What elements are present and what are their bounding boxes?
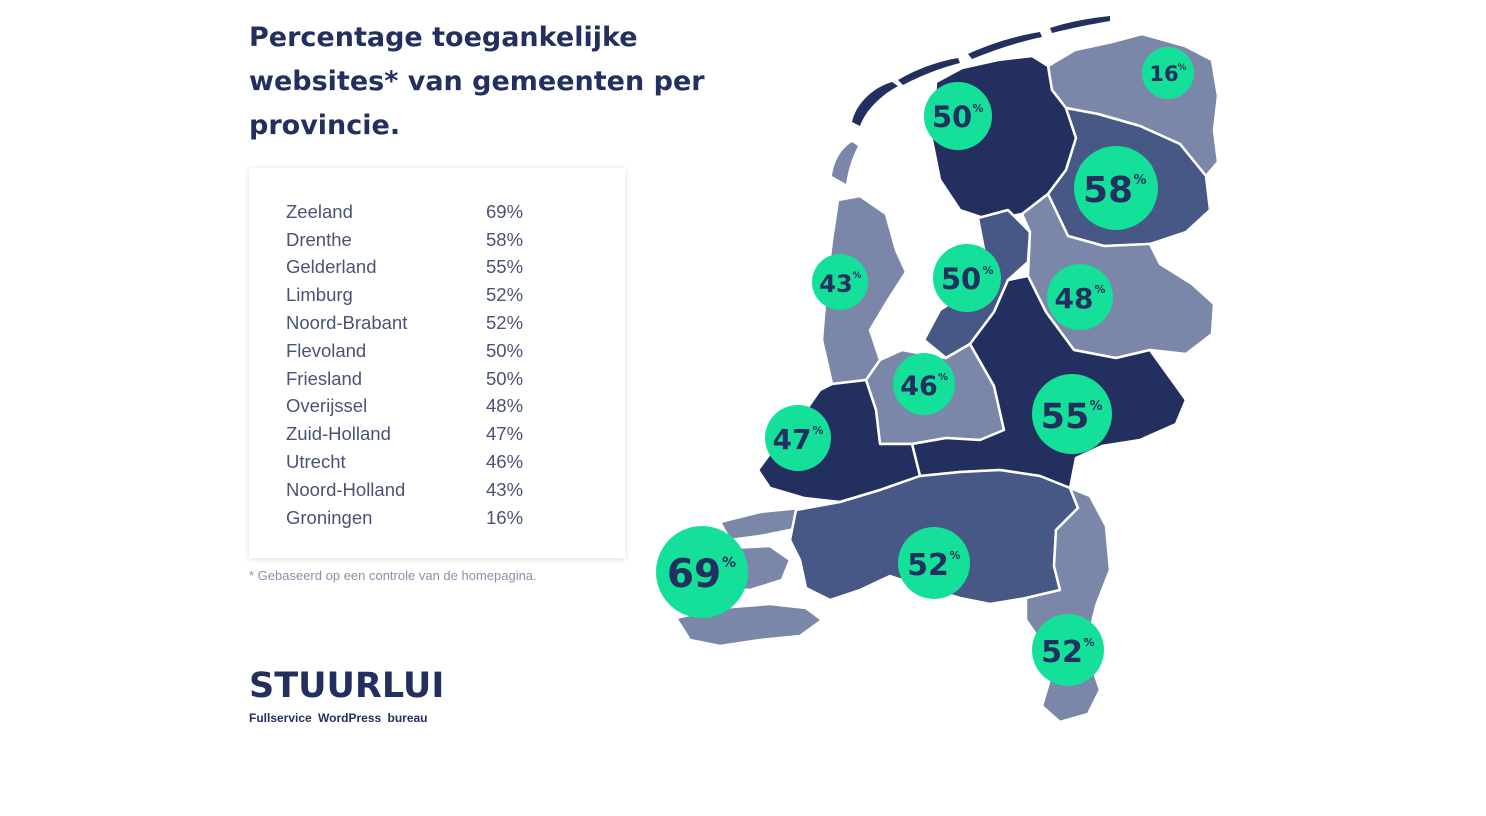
bubble-flevoland: 50 % xyxy=(933,244,1001,312)
bubble-value: 50 xyxy=(932,100,972,134)
wadden-island xyxy=(852,82,898,126)
table-row: Overijssel 48% xyxy=(286,393,546,421)
province-name: Zeeland xyxy=(286,200,353,222)
province-name: Gelderland xyxy=(286,256,377,278)
bubble-limburg: 52 % xyxy=(1032,614,1104,686)
logo-tagline: Fullservice WordPress bureau xyxy=(249,711,428,725)
bubble-utrecht: 46 % xyxy=(893,353,955,415)
bubble-unit: % xyxy=(938,372,948,383)
bubble-unit: % xyxy=(852,271,861,281)
ranking-table: Zeeland 69% Drenthe 58% Gelderland 55% Limb… xyxy=(249,168,625,558)
bubble-value: 50 xyxy=(941,262,981,296)
province-percentage: 43% xyxy=(486,478,524,500)
bubble-zeeland: 69 % xyxy=(656,526,748,618)
province-percentage: 50% xyxy=(486,339,524,361)
bubble-friesland: 50 % xyxy=(924,82,992,150)
bubble-value: 52 xyxy=(907,548,949,583)
bubble-value: 52 xyxy=(1041,635,1083,670)
province-name: Flevoland xyxy=(286,339,367,361)
province-name: Friesland xyxy=(286,367,363,389)
bubble-value: 55 xyxy=(1041,397,1090,437)
table-row: Flevoland 50% xyxy=(286,337,546,365)
table-row: Gelderland 55% xyxy=(286,254,546,282)
table-row: Noord-Holland 43% xyxy=(286,476,546,504)
texel-island xyxy=(832,142,858,184)
province-name: Zuid-Holland xyxy=(286,423,391,445)
footnote: * Gebaseerd op een controle van de homep… xyxy=(249,568,537,583)
bubble-gelderland: 55 % xyxy=(1032,374,1112,454)
bubble-unit: % xyxy=(1094,283,1105,296)
bubble-value: 16 xyxy=(1149,62,1178,86)
province-percentage: 69% xyxy=(486,200,524,222)
wadden-island xyxy=(1050,16,1110,33)
province-percentage: 47% xyxy=(486,423,524,445)
bubble-groningen: 16 % xyxy=(1142,47,1194,99)
bubble-value: 43 xyxy=(819,270,852,298)
wadden-island xyxy=(968,32,1042,59)
bubble-unit: % xyxy=(722,555,736,571)
table-row: Noord-Brabant 52% xyxy=(286,309,546,337)
bubble-overijssel: 48 % xyxy=(1047,264,1113,330)
bubble-unit: % xyxy=(1089,399,1102,414)
province-name: Noord-Brabant xyxy=(286,312,408,334)
province-name: Limburg xyxy=(286,284,353,306)
province-percentage: 52% xyxy=(486,284,524,306)
table-row: Utrecht 46% xyxy=(286,448,546,476)
table-row: Limburg 52% xyxy=(286,281,546,309)
bubble-unit: % xyxy=(1177,63,1186,73)
province-name: Drenthe xyxy=(286,228,352,250)
bubble-unit: % xyxy=(982,264,993,277)
table-row: Zeeland 69% xyxy=(286,198,546,226)
province-name: Utrecht xyxy=(286,451,346,473)
table-row: Groningen 16% xyxy=(286,504,546,532)
province-name: Groningen xyxy=(286,506,373,528)
bubble-noord-brabant: 52 % xyxy=(898,527,970,599)
province-percentage: 55% xyxy=(486,256,524,278)
bubble-unit: % xyxy=(812,424,823,437)
province-name: Noord-Holland xyxy=(286,478,406,500)
bubble-value: 48 xyxy=(1055,282,1094,315)
page-title: Percentage toegankelijke websites* van g… xyxy=(249,22,705,141)
table-row: Zuid-Holland 47% xyxy=(286,420,546,448)
bubble-value: 47 xyxy=(773,423,812,456)
province-percentage: 16% xyxy=(486,506,524,528)
bubble-unit: % xyxy=(1083,636,1094,649)
netherlands-map: 16 % 50 % 58 % 43 % 50 % 48 % 46 % 55 % … xyxy=(656,16,1220,724)
province-percentage: 52% xyxy=(486,312,524,334)
bubble-unit: % xyxy=(1133,173,1146,188)
bubble-unit: % xyxy=(949,549,960,562)
province-name: Overijssel xyxy=(286,395,368,417)
bubble-value: 69 xyxy=(667,552,721,597)
bubble-value: 58 xyxy=(1083,170,1133,211)
bubble-drenthe: 58 % xyxy=(1074,146,1158,230)
table-row: Drenthe 58% xyxy=(286,226,546,254)
bubble-noord-holland: 43 % xyxy=(812,254,868,310)
logo: STUURLUI xyxy=(249,666,445,706)
bubble-zuid-holland: 47 % xyxy=(765,405,831,471)
bubble-value: 46 xyxy=(900,371,938,402)
province-percentage: 58% xyxy=(486,228,524,250)
province-percentage: 48% xyxy=(486,395,524,417)
province-percentage: 50% xyxy=(486,367,524,389)
bubble-unit: % xyxy=(972,102,983,115)
province-percentage: 46% xyxy=(486,451,524,473)
wadden-island xyxy=(898,58,960,85)
table-row: Friesland 50% xyxy=(286,365,546,393)
